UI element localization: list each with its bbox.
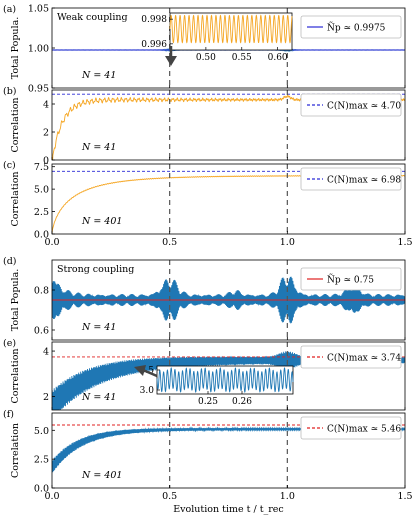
panel-label: (a) [3,4,16,15]
x-tick-label: 0.0 [44,491,59,502]
y-tick-label: 5.0 [34,185,49,196]
plot-frame [51,163,406,235]
y-tick-label: 5.0 [34,426,49,437]
x-tick-label: 1.5 [397,491,412,502]
y-tick-label: 2 [43,128,49,139]
x-axis-label: Evolution time t / t_rec [173,504,284,515]
plot-frame [51,89,406,161]
panel-annotation: Strong coupling [57,264,134,275]
legend-box [300,267,402,291]
inset: 0.50 0.55 0.60 0.996 0.998 [141,12,293,66]
inset-arrow-head [165,56,177,66]
legend-label: C(N)max ≃ 3.74 [327,353,401,364]
y-axis-label: Total Popula. [10,17,21,80]
y-axis-label: Correlation [10,348,21,403]
panel-label: (b) [3,86,17,97]
y-tick-label: 2.5 [34,455,49,466]
n-label: N = 41 [81,142,116,153]
y-tick-label: 1.05 [28,4,49,15]
y-tick-label: 7.5 [34,162,49,173]
inset-series-line [169,14,293,44]
n-label: N = 401 [81,470,122,481]
panel-c: 0.0 2.5 5.0 7.5 0.0 0.5 1.0 1.5 Correlation(c) N … [3,160,413,248]
legend-box [300,167,402,191]
inset-arrow-head [134,365,146,376]
y-axis-label: Total Popula. [10,269,21,332]
panel-a: 0.95 1.00 1.05 Total Popula. (a) N = 41 Weak c… [3,4,406,95]
x-tick-label: 0.5 [162,491,177,502]
legend-box [300,345,402,369]
y-tick-label: 0.0 [34,484,49,495]
inset-arrow [142,368,158,378]
panel-e: 2 4 Correlation(e) N = 41 C(N)max ≃ 3.74 0.25… [3,338,406,411]
inset: 0.250.263.03.5 [134,365,294,407]
plot-frame [51,341,406,411]
panel-f: 0.0 2.5 5.0 0.0 0.5 1.0 1.5 Correlation (f) N = 4… [3,409,413,502]
n-label: N = 41 [81,322,116,333]
y-tick-label: 0.8 [34,286,49,297]
legend-label: C(N)max ≃ 6.98 [327,175,401,186]
inset-y-tick-label: 0.998 [141,15,167,25]
legend-label: C(N)max ≃ 5.46 [327,424,401,435]
legend-label: C(N)max ≃ 4.70 [327,101,401,112]
x-tick-label: 0.5 [162,237,177,248]
y-tick-label: 0.0 [34,230,49,241]
y-tick-label: 0.95 [28,84,49,95]
legend-box [300,416,402,440]
y-tick-label: 4 [43,100,49,111]
x-tick-label: 1.0 [280,237,295,248]
y-tick-label: 0 [43,156,49,167]
inset-y-tick-label: 0.996 [141,40,167,50]
n-label: N = 41 [81,392,116,403]
inset-x-tick-label: 0.55 [232,53,252,63]
legend-label: Ñp ≃ 0.9975 [327,22,386,34]
legend-label: Ñp ≃ 0.75 [327,274,374,286]
legend-box [300,15,402,39]
y-axis-label: Correlation [10,423,21,478]
inset-y-tick-label: 3.0 [140,386,155,396]
legend-box [300,93,402,117]
panel-b: 0 2 4 Correlation(b) N = 41 C(N)max ≃ 4.70 [3,86,406,167]
y-tick-label: 4 [43,347,49,358]
panel-label: (d) [3,256,17,267]
inset-x-tick-label: 0.60 [268,53,288,63]
y-tick-label: 1.00 [28,44,49,55]
panel-label: (e) [3,338,16,349]
panel-label: (c) [3,160,16,171]
x-tick-label: 1.5 [397,237,412,248]
panel-annotation: Weak coupling [57,12,128,23]
inset-x-tick-label: 0.25 [198,397,218,407]
x-tick-label: 1.0 [280,491,295,502]
y-tick-label: 2 [43,392,49,403]
panel-d: 0.6 0.8 Total Popula. (d) N = 41 Strong coupl… [3,256,406,341]
x-tick-label: 0.0 [44,237,59,248]
y-tick-label: 2.5 [34,207,49,218]
plot-frame [51,412,406,489]
n-label: N = 401 [81,216,122,227]
inset-series-line [156,367,294,393]
plot-frame [51,259,406,341]
y-axis-label: Correlation [10,171,21,226]
inset-x-tick-label: 0.26 [232,397,252,407]
y-tick-label: 0.6 [34,326,49,337]
n-label: N = 41 [81,70,116,81]
panel-label: (f) [3,409,14,420]
inset-x-tick-label: 0.50 [196,53,216,63]
y-axis-label: Correlation [10,97,21,152]
